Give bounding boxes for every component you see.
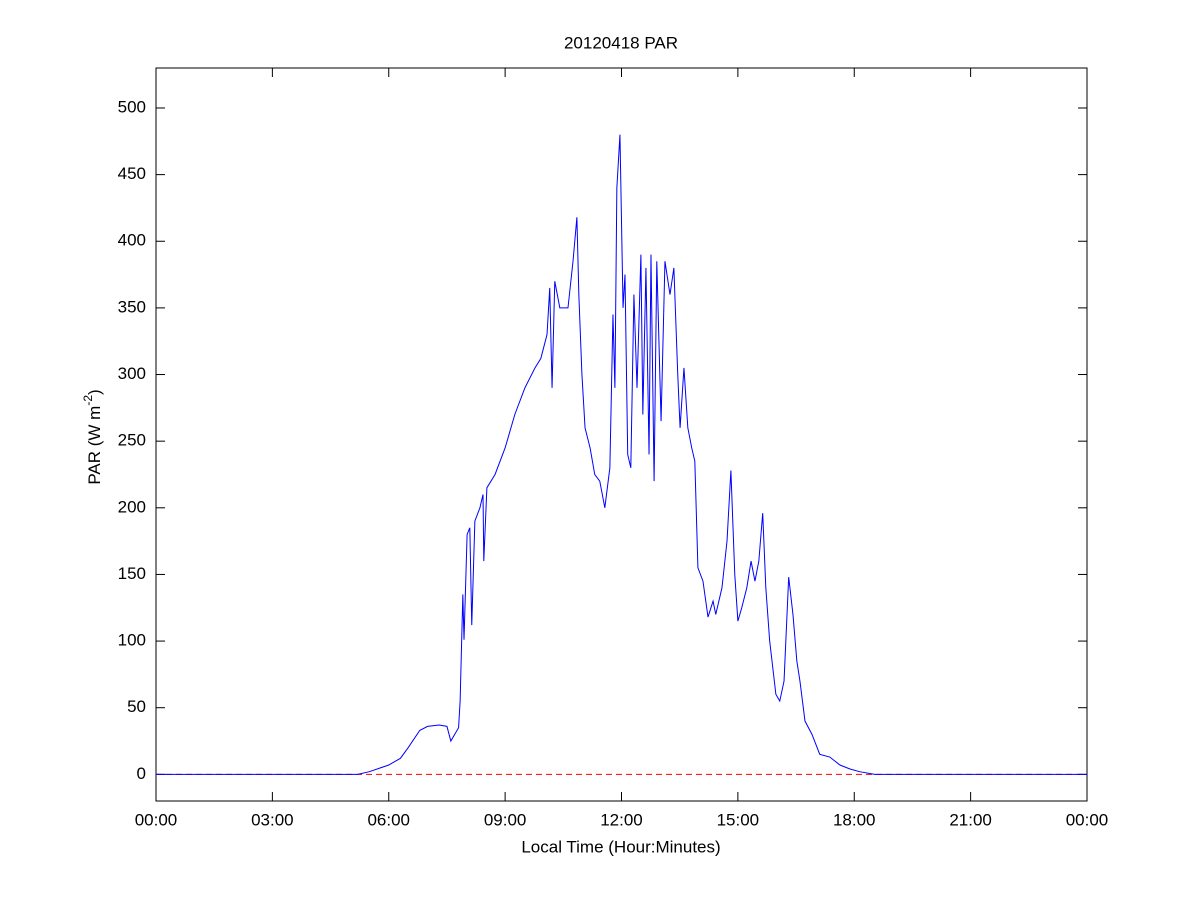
y-label-base: PAR (W m [85, 406, 104, 485]
y-axis-label: PAR (W m-2) [81, 389, 104, 484]
y-tick-label: 400 [118, 231, 146, 250]
x-axis-label: Local Time (Hour:Minutes) [521, 837, 720, 856]
chart-title: 20120418 PAR [564, 33, 678, 52]
y-tick-label: 300 [118, 364, 146, 383]
y-tick-label: 450 [118, 164, 146, 183]
y-tick-label: 200 [118, 497, 146, 516]
x-tick-label: 09:00 [484, 810, 527, 829]
x-tick-label: 00:00 [135, 810, 178, 829]
x-tick-label: 03:00 [251, 810, 294, 829]
x-tick-label: 21:00 [949, 810, 992, 829]
y-tick-label: 50 [127, 697, 146, 716]
y-tick-label: 500 [118, 97, 146, 116]
y-tick-label: 0 [137, 764, 146, 783]
x-tick-label: 12:00 [600, 810, 643, 829]
y-label-sup: -2 [81, 395, 95, 406]
y-tick-label: 100 [118, 631, 146, 650]
x-tick-label: 06:00 [367, 810, 410, 829]
x-tick-label: 15:00 [717, 810, 760, 829]
y-label-end: ) [85, 389, 104, 395]
y-tick-label: 350 [118, 297, 146, 316]
y-tick-label: 150 [118, 564, 146, 583]
data-line [156, 134, 1087, 775]
x-tick-label: 00:00 [1066, 810, 1109, 829]
x-tick-label: 18:00 [833, 810, 876, 829]
y-tick-label: 250 [118, 431, 146, 450]
